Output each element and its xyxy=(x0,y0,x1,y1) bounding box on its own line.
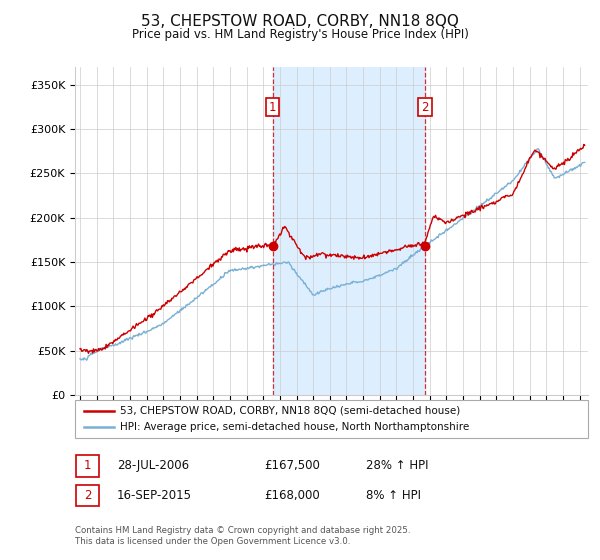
Bar xyxy=(273,67,425,395)
Text: 53, CHEPSTOW ROAD, CORBY, NN18 8QQ: 53, CHEPSTOW ROAD, CORBY, NN18 8QQ xyxy=(141,14,459,29)
Text: £168,000: £168,000 xyxy=(264,489,320,502)
Text: 28% ↑ HPI: 28% ↑ HPI xyxy=(366,459,428,473)
Text: 16-SEP-2015: 16-SEP-2015 xyxy=(117,489,192,502)
Text: 8% ↑ HPI: 8% ↑ HPI xyxy=(366,489,421,502)
Text: Price paid vs. HM Land Registry's House Price Index (HPI): Price paid vs. HM Land Registry's House … xyxy=(131,28,469,41)
Text: 2: 2 xyxy=(84,489,91,502)
Text: HPI: Average price, semi-detached house, North Northamptonshire: HPI: Average price, semi-detached house,… xyxy=(120,422,469,432)
Text: 2: 2 xyxy=(421,101,428,114)
Text: 1: 1 xyxy=(84,459,91,473)
Text: 28-JUL-2006: 28-JUL-2006 xyxy=(117,459,189,473)
Text: Contains HM Land Registry data © Crown copyright and database right 2025.
This d: Contains HM Land Registry data © Crown c… xyxy=(75,526,410,546)
Text: 1: 1 xyxy=(269,101,277,114)
Text: 53, CHEPSTOW ROAD, CORBY, NN18 8QQ (semi-detached house): 53, CHEPSTOW ROAD, CORBY, NN18 8QQ (semi… xyxy=(120,406,460,416)
Text: £167,500: £167,500 xyxy=(264,459,320,473)
